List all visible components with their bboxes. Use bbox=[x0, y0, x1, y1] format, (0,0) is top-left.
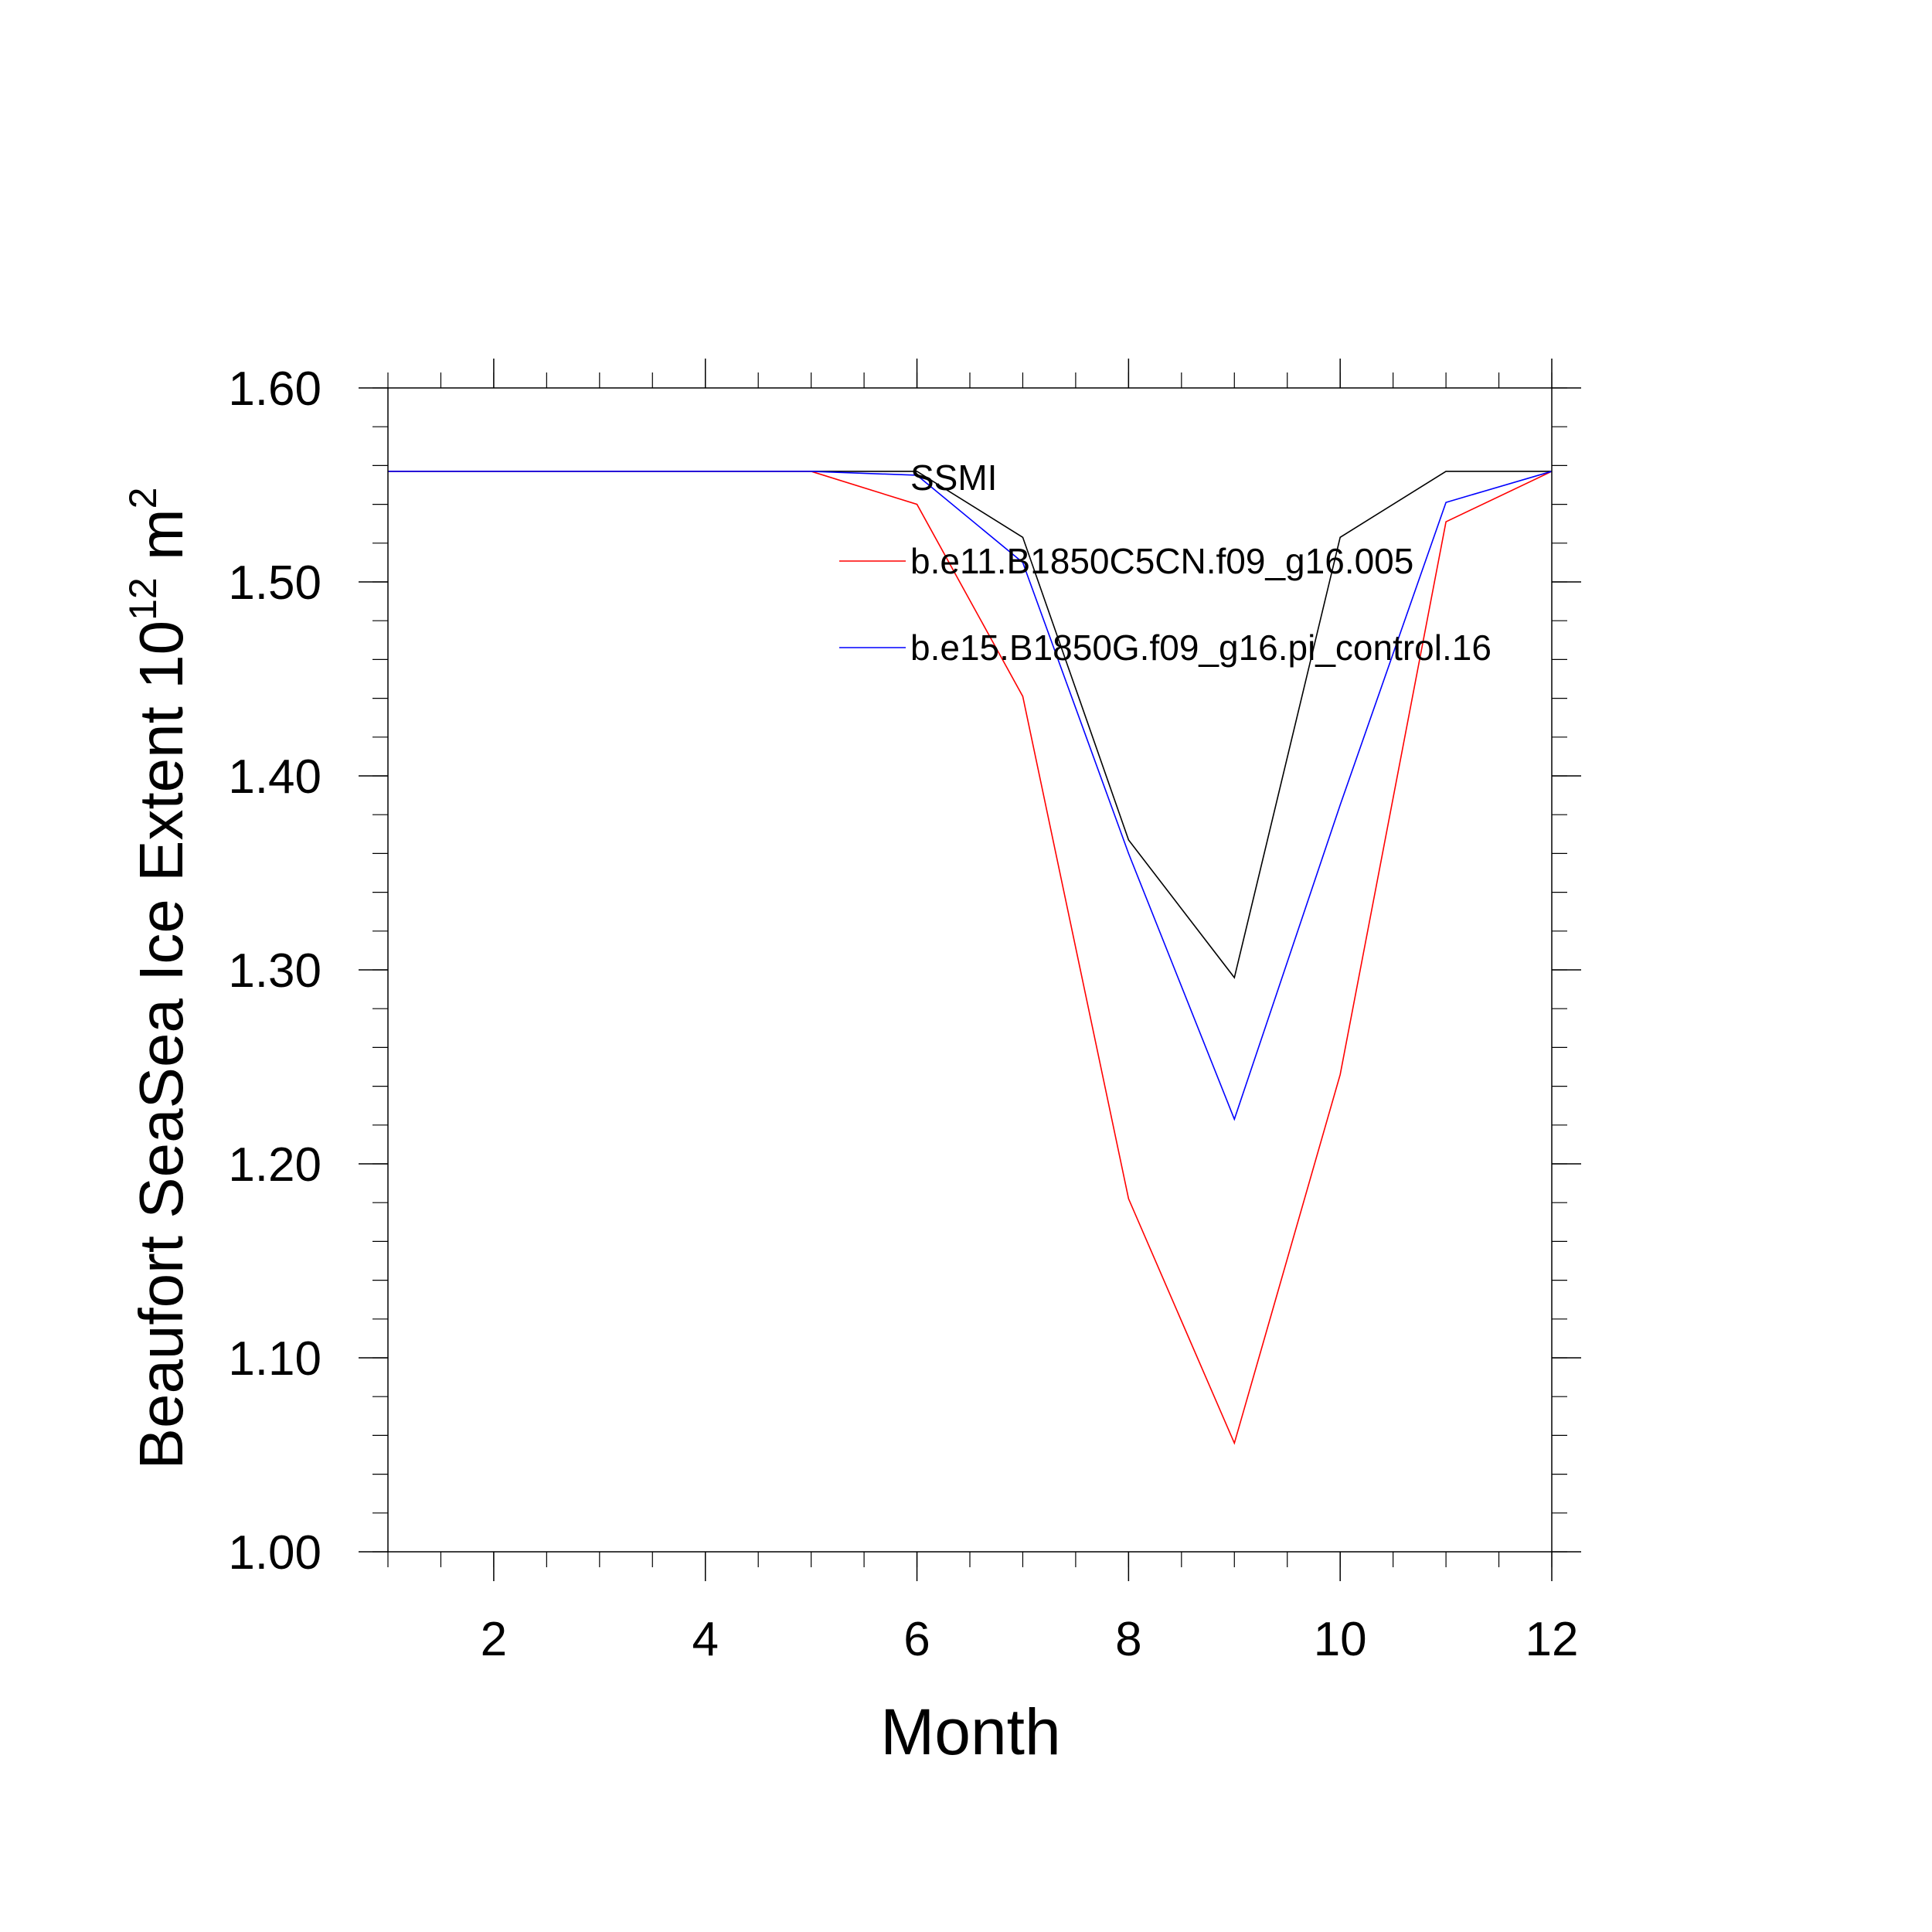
x-tick-label: 6 bbox=[903, 1613, 930, 1666]
y-tick-label: 1.50 bbox=[228, 556, 321, 610]
series-line-2 bbox=[388, 471, 1553, 1121]
y-tick-label: 1.10 bbox=[228, 1332, 321, 1386]
legend-label-2: b.e15.B1850G.f09_g16.pi_control.16 bbox=[910, 628, 1492, 668]
x-axis: 2 4 6 8 10 12 bbox=[387, 359, 1579, 1666]
y-axis-label-unit-exponent: 2 bbox=[121, 488, 165, 509]
x-tick-label: 4 bbox=[692, 1613, 718, 1666]
x-tick-label: 2 bbox=[481, 1613, 507, 1666]
y-axis-label: Beaufort SeaSea Ice Extent 1012 m2 bbox=[121, 488, 196, 1470]
y-tick-label: 1.30 bbox=[228, 944, 321, 998]
x-tick-label: 12 bbox=[1526, 1613, 1579, 1666]
y-axis: 1.00 1.10 1.20 1.30 1.40 1.50 1.60 bbox=[228, 362, 1581, 1580]
legend-label-0: SSMI bbox=[910, 457, 997, 498]
legend-label-1: b.e11.B1850C5CN.f09_g16.005 bbox=[910, 541, 1413, 581]
x-tick-label: 10 bbox=[1314, 1613, 1367, 1666]
y-tick-label: 1.00 bbox=[228, 1526, 321, 1580]
y-tick-label: 1.40 bbox=[228, 750, 321, 804]
y-axis-label-exponent: 12 bbox=[121, 577, 165, 621]
series-layer bbox=[387, 471, 1553, 1445]
y-tick-label: 1.60 bbox=[228, 362, 321, 416]
y-axis-label-main: Beaufort SeaSea Ice Extent 10 bbox=[127, 621, 196, 1470]
x-axis-label: Month bbox=[880, 1696, 1060, 1768]
x-tick-label: 8 bbox=[1115, 1613, 1141, 1666]
y-axis-label-unit: m bbox=[127, 509, 196, 577]
legend: SSMI b.e11.B1850C5CN.f09_g16.005 b.e15.B18… bbox=[839, 457, 1492, 668]
y-tick-label: 1.20 bbox=[228, 1138, 321, 1192]
